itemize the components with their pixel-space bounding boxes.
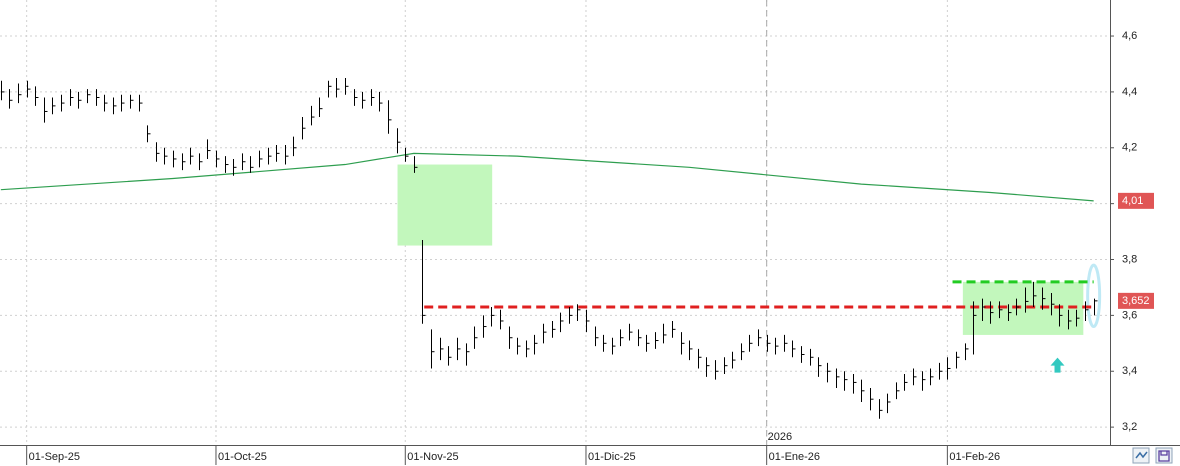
y-tick-label: 3,2 — [1122, 421, 1137, 433]
y-tick-label: 4,2 — [1122, 142, 1137, 154]
zoom-icon — [1135, 451, 1148, 459]
x-tick-label: 01-Oct-25 — [218, 451, 267, 463]
zone — [397, 164, 493, 246]
moving-average — [0, 152, 1094, 202]
price-tag — [1118, 192, 1154, 209]
year-label: 2026 — [768, 431, 792, 443]
y-tick-label: 3,8 — [1122, 253, 1137, 265]
signal-arrow — [1050, 357, 1065, 373]
y-tick-label: 4,4 — [1122, 86, 1137, 98]
y-tick-label: 4,6 — [1122, 30, 1137, 42]
price-tag — [1118, 292, 1154, 309]
x-tick-label: 01-Nov-25 — [407, 451, 458, 463]
zone — [962, 281, 1084, 335]
price-tag-label: 3,652 — [1122, 295, 1150, 307]
x-tick-label: 01-Sep-25 — [29, 451, 80, 463]
y-tick-label: 3,4 — [1122, 365, 1137, 377]
highlight-ellipse — [1086, 263, 1102, 329]
x-tick-label: 01-Feb-26 — [949, 451, 1000, 463]
x-tick-label: 01-Ene-26 — [769, 451, 820, 463]
x-tick-label: 01-Dic-25 — [588, 451, 636, 463]
price-tag-label: 4,01 — [1122, 195, 1143, 207]
save-icon — [1158, 450, 1170, 462]
y-tick-label: 3,6 — [1122, 309, 1137, 321]
